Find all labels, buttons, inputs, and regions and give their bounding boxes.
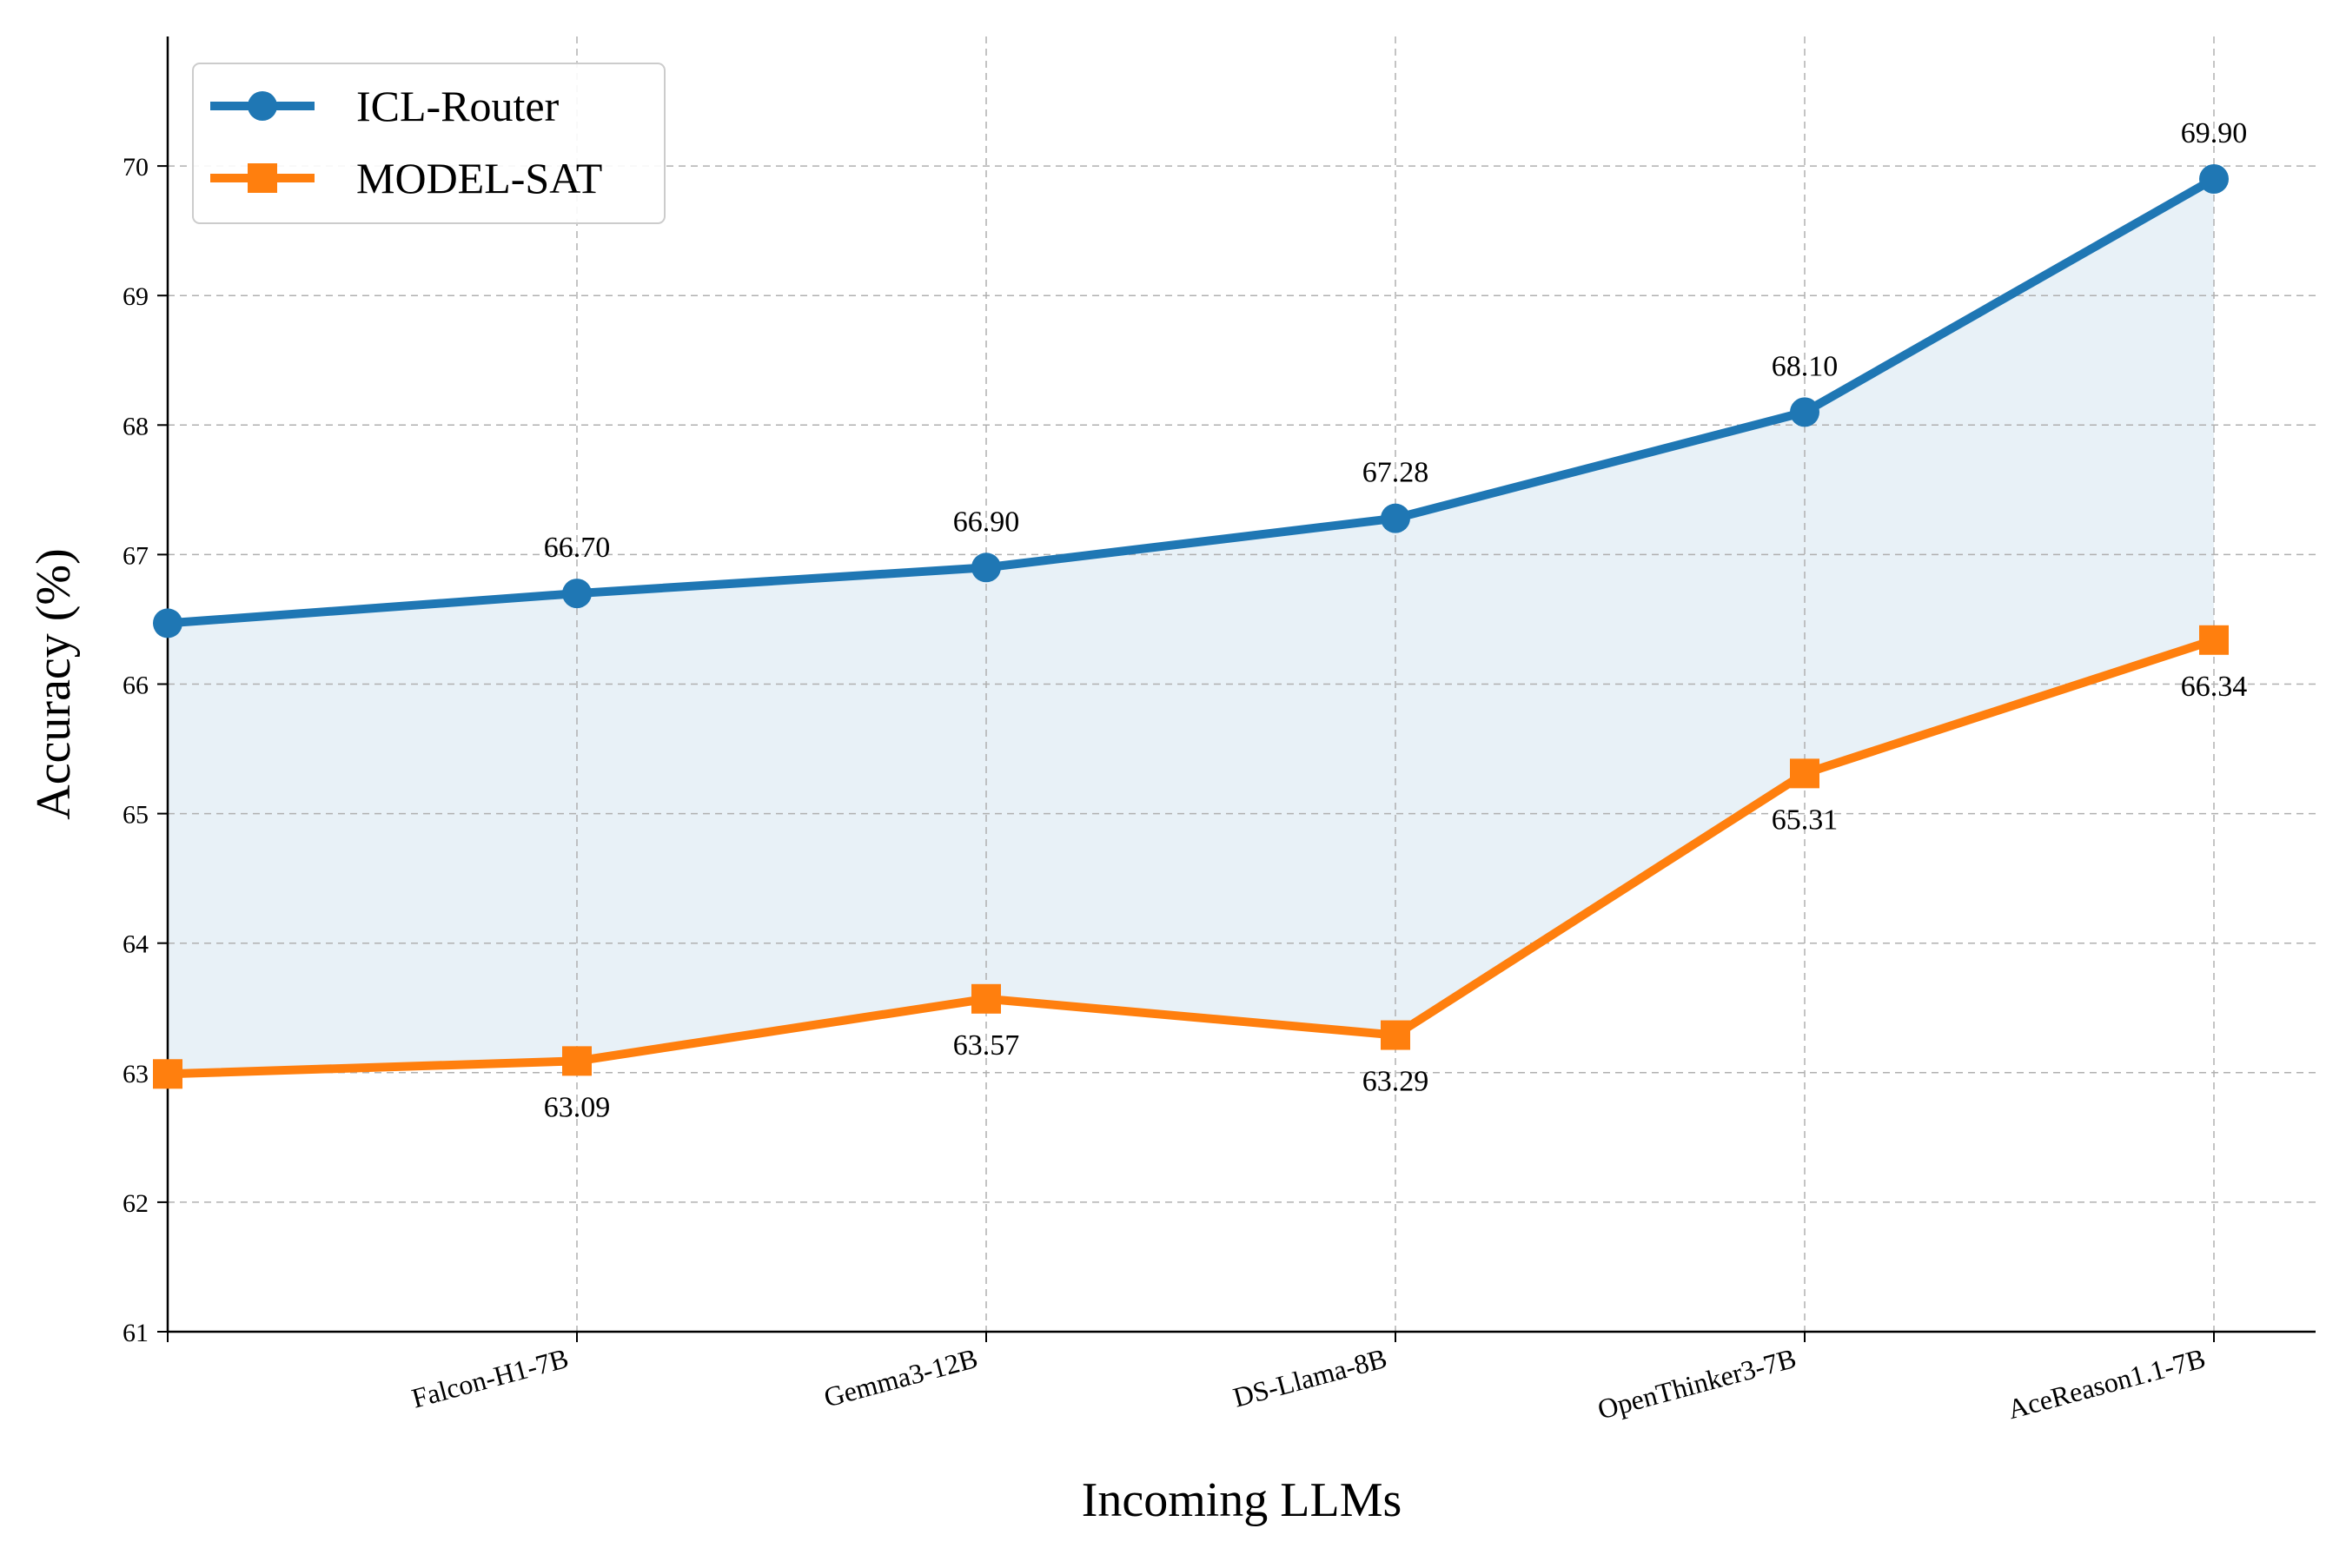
data-label: 66.70 [544,532,611,564]
data-label: 63.09 [544,1091,611,1123]
data-label: 69.90 [2181,117,2248,149]
legend-marker [248,91,277,121]
data-point [2199,164,2229,195]
legend-label: ICL-Router [356,82,560,130]
x-tick-label: DS-Llama-8B [1229,1342,1389,1413]
data-point [2199,625,2229,655]
data-label: 63.57 [953,1029,1020,1062]
y-tick-label: 63 [123,1060,149,1088]
y-tick-label: 68 [123,412,149,440]
data-point [562,579,592,609]
data-label: 66.90 [953,506,1020,538]
data-point [971,552,1001,583]
y-tick-label: 70 [123,153,149,182]
y-tick-label: 67 [123,541,149,570]
data-point [153,608,182,638]
y-tick-label: 61 [123,1319,149,1347]
y-tick-label: 62 [123,1189,149,1218]
data-label: 63.29 [1362,1066,1429,1098]
series-line [163,175,2218,628]
data-label: 67.28 [1362,457,1429,489]
x-tick-label: AceReason1.1-7B [2005,1342,2209,1425]
x-tick-label: OpenThinker3-7B [1594,1342,1799,1425]
data-point [971,983,1001,1014]
data-point [1790,758,1819,789]
legend-label: MODEL-SAT [356,154,602,202]
data-point [153,1059,182,1089]
y-axis-title: Accuracy (%) [27,548,81,819]
data-point [1381,1020,1410,1050]
x-tick-label: Gemma3-12B [820,1342,980,1413]
data-point [1790,397,1819,427]
data-label: 65.31 [1772,804,1839,836]
y-tick-label: 66 [123,672,149,700]
data-point [1381,503,1410,533]
data-label: 66.34 [2181,671,2248,703]
y-tick-label: 65 [123,801,149,830]
legend-marker [248,163,277,193]
y-tick-label: 64 [123,930,149,959]
x-tick-label: Falcon-H1-7B [408,1342,572,1414]
data-label: 68.10 [1772,350,1839,382]
series-line [163,635,2218,1079]
x-axis-title: Incoming LLMs [1082,1473,1402,1527]
data-point [562,1046,592,1076]
y-tick-label: 69 [123,282,149,311]
fill-between-area [168,179,2214,1075]
